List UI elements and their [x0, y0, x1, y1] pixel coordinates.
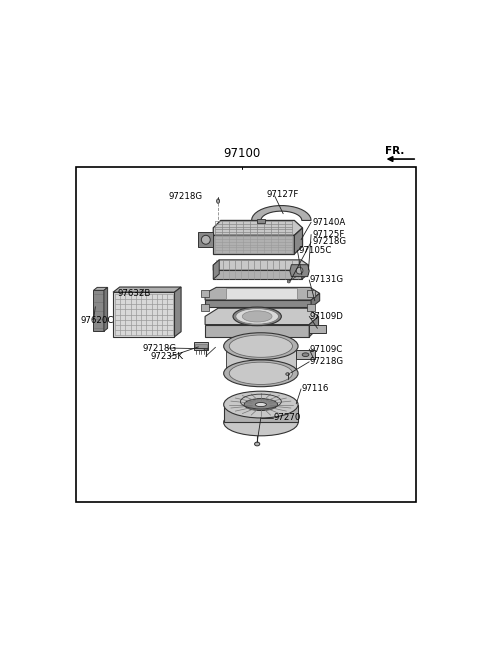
- Polygon shape: [294, 228, 302, 254]
- Polygon shape: [94, 291, 104, 331]
- Polygon shape: [307, 289, 315, 297]
- Text: 97632B: 97632B: [118, 289, 151, 298]
- Ellipse shape: [224, 409, 298, 436]
- Polygon shape: [195, 344, 207, 348]
- Ellipse shape: [202, 236, 210, 244]
- Text: 97218G: 97218G: [310, 358, 344, 366]
- Ellipse shape: [255, 403, 266, 407]
- Text: 97109C: 97109C: [310, 344, 343, 354]
- Text: 97620C: 97620C: [81, 316, 114, 325]
- Ellipse shape: [224, 360, 298, 386]
- Polygon shape: [224, 405, 298, 422]
- Text: 97109D: 97109D: [310, 312, 344, 321]
- Polygon shape: [226, 346, 296, 373]
- Text: 97127F: 97127F: [266, 190, 299, 199]
- Text: 97218G: 97218G: [312, 237, 347, 247]
- Ellipse shape: [224, 333, 298, 359]
- Ellipse shape: [254, 442, 260, 446]
- Ellipse shape: [288, 280, 290, 283]
- Ellipse shape: [244, 399, 277, 411]
- Polygon shape: [205, 308, 319, 325]
- Ellipse shape: [296, 267, 303, 274]
- Polygon shape: [205, 300, 311, 308]
- Ellipse shape: [229, 362, 292, 384]
- Text: 97270: 97270: [274, 413, 301, 422]
- Polygon shape: [113, 292, 174, 337]
- Text: 97105C: 97105C: [298, 246, 332, 255]
- Polygon shape: [252, 205, 311, 220]
- Ellipse shape: [302, 353, 309, 357]
- Polygon shape: [213, 260, 219, 279]
- Text: 97140A: 97140A: [312, 218, 346, 227]
- Polygon shape: [94, 287, 108, 291]
- Polygon shape: [194, 342, 208, 350]
- Polygon shape: [205, 287, 320, 300]
- Polygon shape: [257, 218, 264, 224]
- Polygon shape: [202, 289, 209, 297]
- Polygon shape: [205, 325, 309, 337]
- Text: 97116: 97116: [302, 384, 329, 394]
- Polygon shape: [213, 270, 302, 279]
- Ellipse shape: [242, 311, 272, 322]
- Text: 97218G: 97218G: [143, 344, 177, 352]
- Polygon shape: [226, 341, 294, 352]
- Ellipse shape: [233, 307, 281, 325]
- Ellipse shape: [204, 348, 208, 350]
- Polygon shape: [290, 264, 309, 277]
- Ellipse shape: [236, 308, 278, 324]
- Polygon shape: [302, 265, 309, 279]
- Polygon shape: [113, 287, 181, 292]
- Polygon shape: [213, 260, 309, 270]
- Polygon shape: [202, 304, 209, 311]
- Text: 97125F: 97125F: [312, 230, 345, 239]
- Polygon shape: [311, 293, 320, 308]
- Polygon shape: [174, 287, 181, 337]
- Polygon shape: [296, 350, 315, 359]
- Text: FR.: FR.: [385, 146, 405, 156]
- Polygon shape: [309, 316, 319, 337]
- Polygon shape: [226, 288, 297, 299]
- Ellipse shape: [229, 335, 292, 358]
- Text: 97218G: 97218G: [168, 192, 203, 201]
- Ellipse shape: [286, 373, 289, 375]
- Polygon shape: [213, 236, 294, 254]
- Polygon shape: [307, 304, 315, 311]
- Polygon shape: [213, 220, 302, 236]
- Text: 97131G: 97131G: [310, 276, 344, 285]
- Polygon shape: [104, 287, 108, 331]
- Ellipse shape: [224, 391, 298, 418]
- Ellipse shape: [216, 199, 219, 203]
- Polygon shape: [309, 325, 326, 333]
- Text: 97235K: 97235K: [150, 352, 183, 361]
- Text: 97100: 97100: [224, 147, 261, 160]
- Polygon shape: [198, 232, 213, 247]
